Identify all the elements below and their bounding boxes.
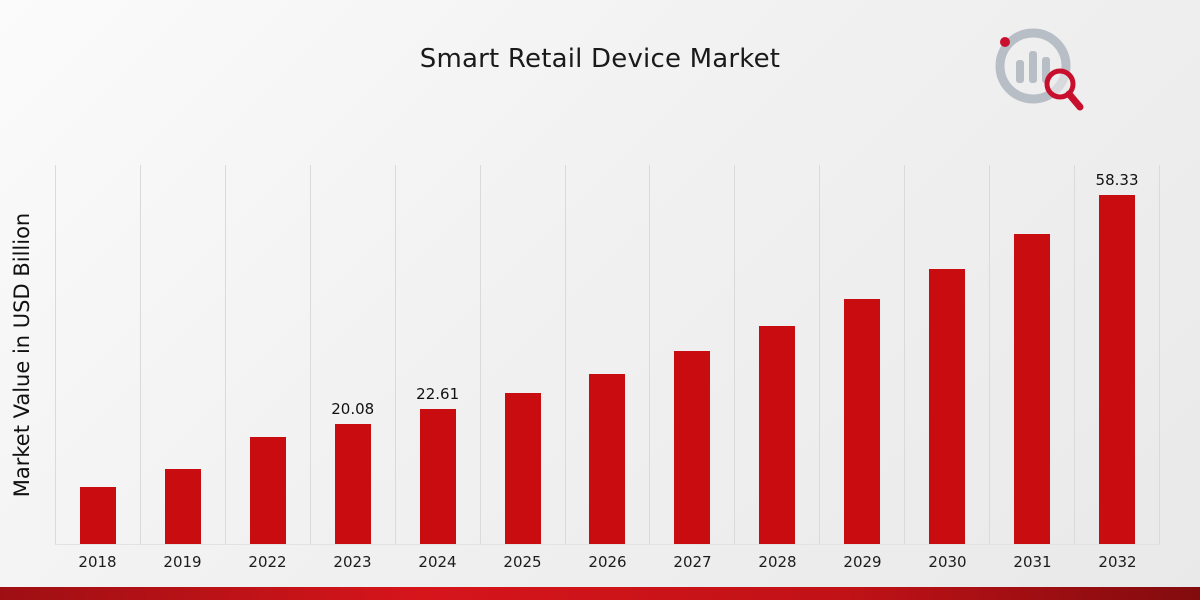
- magnifier-icon: [1044, 68, 1076, 100]
- market-research-logo: [988, 22, 1088, 114]
- chart-cell: [904, 165, 989, 544]
- bar-value-label-2024: 22.61: [416, 385, 460, 403]
- x-tick-label-2018: 2018: [78, 553, 117, 571]
- x-tick-label-2023: 2023: [333, 553, 372, 571]
- x-tick-label-2027: 2027: [673, 553, 712, 571]
- x-tick-label-2019: 2019: [163, 553, 202, 571]
- logo-red-dot-icon: [1000, 37, 1010, 47]
- chart-cell: [55, 165, 140, 544]
- bar-2025: [504, 393, 541, 544]
- x-tick-label-2032: 2032: [1098, 553, 1137, 571]
- plot-area: 20.08 22.61 58.33: [55, 165, 1160, 545]
- chart-cell: [649, 165, 734, 544]
- x-tick-label-2031: 2031: [1013, 553, 1052, 571]
- bar-2029: [844, 299, 881, 544]
- bar-2026: [589, 374, 626, 544]
- logo-graphic: [995, 28, 1084, 111]
- bar-2023: [334, 424, 371, 544]
- chart-cell: 20.08: [309, 165, 395, 544]
- x-tick-label-2028: 2028: [758, 553, 797, 571]
- logo-bar-chart-icon: [1016, 60, 1024, 83]
- x-tick-label-2025: 2025: [503, 553, 542, 571]
- chart-cell: [479, 165, 565, 544]
- bar-2030: [929, 269, 966, 544]
- chart-cell: [819, 165, 904, 544]
- bar-2028: [759, 326, 796, 544]
- chart-cell: [734, 165, 819, 544]
- bar-2024: [419, 409, 456, 544]
- bar-2022: [249, 437, 286, 544]
- chart-cell: 22.61: [394, 165, 480, 544]
- x-tick-label-2029: 2029: [843, 553, 882, 571]
- bar-value-label-2023: 20.08: [331, 400, 375, 418]
- x-tick-label-2024: 2024: [418, 553, 457, 571]
- bar-2031: [1014, 234, 1051, 544]
- chart-cell: [139, 165, 225, 544]
- x-axis-labels: 2018 2019 2022 2023 2024 2025 2026 2027 2028 2029…: [55, 553, 1160, 571]
- x-tick-label-2022: 2022: [248, 553, 287, 571]
- chart-title: Smart Retail Device Market: [419, 44, 781, 74]
- logo-ring: [995, 28, 1071, 104]
- bar-value-label-2032: 58.33: [1095, 171, 1139, 189]
- chart-cell: [224, 165, 310, 544]
- x-tick-label-2026: 2026: [588, 553, 627, 571]
- chart-cell: [989, 165, 1074, 544]
- y-axis-label: Market Value in USD Billion: [10, 212, 34, 498]
- bar-2019: [164, 469, 201, 544]
- chart-cell: [564, 165, 650, 544]
- bar-2027: [674, 351, 711, 544]
- x-tick-label-2030: 2030: [928, 553, 967, 571]
- footer-red-band: [0, 587, 1200, 600]
- bar-2018: [79, 487, 116, 544]
- chart-cell: 58.33: [1074, 165, 1160, 544]
- bar-2032: [1099, 195, 1136, 544]
